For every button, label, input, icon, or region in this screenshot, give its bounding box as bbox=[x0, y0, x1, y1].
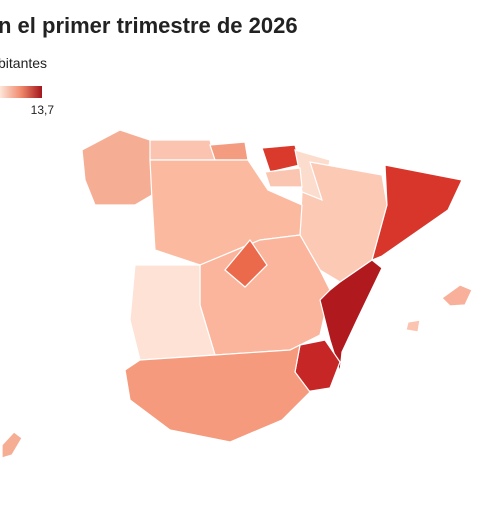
region bbox=[264, 167, 303, 188]
region bbox=[261, 144, 301, 173]
region bbox=[209, 141, 249, 161]
region bbox=[441, 284, 473, 307]
map-subtitle: bitantes bbox=[0, 55, 47, 71]
legend-max-label: 13,7 bbox=[31, 103, 55, 117]
region bbox=[1, 431, 23, 459]
region bbox=[405, 319, 421, 333]
region bbox=[371, 164, 463, 262]
map-title: n el primer trimestre de 2026 bbox=[0, 13, 298, 38]
region bbox=[81, 129, 153, 206]
region bbox=[299, 161, 388, 283]
region bbox=[149, 139, 216, 161]
regions bbox=[1, 129, 473, 459]
region bbox=[224, 239, 268, 288]
region bbox=[124, 343, 311, 443]
legend-bar bbox=[0, 86, 42, 98]
